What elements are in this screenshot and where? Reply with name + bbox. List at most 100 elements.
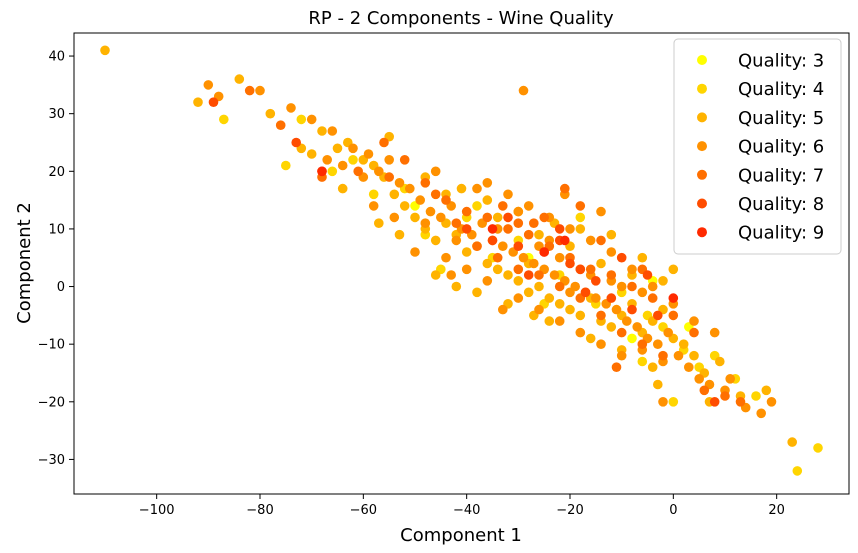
- legend-box: [673, 38, 842, 255]
- scatter-point-q6: [327, 126, 338, 136]
- scatter-point-q6: [513, 206, 524, 217]
- scatter-point-q7: [353, 166, 364, 177]
- scatter-point-q5: [575, 224, 586, 234]
- scatter-point-q7: [606, 270, 617, 280]
- scatter-point-q7: [513, 218, 524, 228]
- scatter-point-q6: [606, 247, 617, 257]
- scatter-point-q7: [529, 218, 539, 228]
- scatter-point-q6: [446, 270, 457, 280]
- scatter-point-q6: [694, 374, 704, 384]
- scatter-point-q5: [554, 299, 565, 309]
- scatter-point-q4: [668, 397, 679, 407]
- scatter-point-q6: [684, 362, 694, 373]
- scatter-point-q6: [203, 80, 214, 90]
- scatter-point-q6: [616, 281, 627, 292]
- scatter-point-q6: [549, 270, 560, 280]
- scatter-point-q6: [766, 397, 777, 407]
- scatter-point-q5: [410, 212, 420, 223]
- scatter-point-q5: [678, 339, 689, 350]
- scatter-point-q7: [554, 281, 565, 292]
- plot-frame: [73, 32, 850, 495]
- scatter-point-q5: [606, 229, 617, 240]
- scatter-point-q6: [498, 304, 508, 315]
- legend-label: Quality: 7: [738, 165, 824, 186]
- scatter-point-q6: [585, 235, 596, 246]
- scatter-point-q3: [627, 333, 637, 344]
- scatter-point-q7: [668, 310, 679, 321]
- scatter-point-q6: [425, 206, 436, 217]
- scatter-point-q5: [637, 252, 648, 263]
- scatter-point-q8: [487, 235, 498, 246]
- legend-label: Quality: 4: [738, 79, 824, 100]
- scatter-point-q5: [575, 310, 586, 321]
- x-tick-label: −100: [139, 503, 175, 518]
- scatter-point-q5: [100, 45, 110, 56]
- scatter-point-q6: [596, 339, 606, 350]
- scatter-point-q5: [265, 108, 276, 119]
- scatter-point-q8: [461, 224, 472, 234]
- scatter-point-q6: [534, 304, 544, 315]
- scatter-point-q6: [554, 316, 565, 326]
- scatter-point-q6: [441, 252, 451, 263]
- x-tick-label: 0: [669, 503, 677, 518]
- scatter-point-q6: [565, 287, 575, 298]
- scatter-point-q7: [689, 327, 699, 338]
- scatter-point-q5: [492, 264, 503, 275]
- scatter-point-q5: [565, 304, 575, 315]
- scatter-point-q7: [399, 155, 410, 165]
- scatter-point-q6: [374, 166, 384, 177]
- scatter-point-q5: [761, 385, 772, 396]
- scatter-point-q5: [647, 362, 658, 373]
- scatter-point-q6: [482, 276, 493, 286]
- scatter-point-q4: [327, 166, 338, 177]
- y-tick-label: 40: [48, 50, 65, 65]
- scatter-point-q6: [482, 178, 493, 188]
- scatter-point-q6: [513, 293, 524, 303]
- legend-label: Quality: 6: [738, 137, 824, 158]
- scatter-point-q6: [368, 201, 379, 211]
- legend-label: Quality: 5: [738, 108, 824, 129]
- x-tick-label: −60: [350, 503, 377, 518]
- x-tick-label: −80: [246, 503, 273, 518]
- scatter-point-q7: [720, 391, 730, 401]
- scatter-point-q6: [255, 85, 265, 96]
- scatter-point-q5: [332, 143, 343, 154]
- scatter-point-q9: [560, 235, 570, 246]
- scatter-point-q8: [554, 224, 565, 234]
- scatter-point-q4: [792, 466, 803, 476]
- scatter-point-q6: [337, 160, 348, 171]
- scatter-point-q7: [430, 189, 441, 200]
- scatter-point-q4: [281, 160, 291, 171]
- scatter-point-q7: [513, 264, 524, 275]
- scatter-point-q6: [420, 218, 431, 228]
- scatter-point-q5: [715, 356, 725, 367]
- scatter-point-q6: [663, 327, 673, 338]
- legend-marker: [697, 141, 707, 152]
- scatter-point-q5: [430, 235, 441, 246]
- legend-label: Quality: 9: [738, 223, 824, 244]
- scatter-point-q7: [451, 218, 462, 228]
- scatter-point-q7: [379, 137, 389, 148]
- scatter-point-q6: [554, 252, 565, 263]
- scatter-point-q6: [451, 235, 462, 246]
- scatter-point-q9: [317, 166, 327, 177]
- scatter-point-q7: [596, 235, 606, 246]
- scatter-point-q5: [234, 74, 245, 84]
- scatter-point-q7: [498, 201, 508, 211]
- scatter-point-q6: [472, 183, 482, 194]
- scatter-point-q7: [492, 252, 503, 263]
- scatter-point-q7: [244, 85, 255, 96]
- scatter-point-q5: [544, 316, 555, 326]
- scatter-point-q6: [709, 327, 720, 338]
- y-tick-label: 20: [48, 165, 65, 180]
- y-axis-label: Component 2: [14, 202, 35, 324]
- scatter-point-q7: [647, 293, 658, 303]
- scatter-point-q7: [735, 397, 746, 407]
- y-tick-label: 30: [48, 107, 65, 122]
- scatter-point-q6: [591, 293, 601, 303]
- scatter-point-q7: [637, 339, 648, 350]
- scatter-point-q6: [436, 212, 446, 223]
- scatter-point-q4: [813, 443, 823, 453]
- scatter-point-q5: [653, 379, 663, 390]
- scatter-point-q6: [430, 166, 441, 177]
